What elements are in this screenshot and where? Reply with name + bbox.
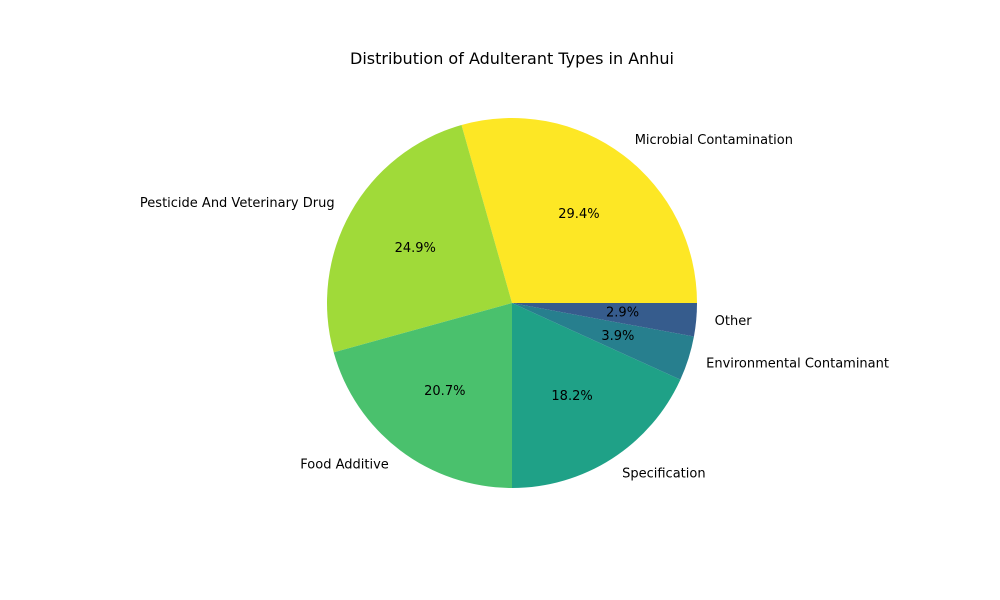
pct-label-environmental-contaminant: 3.9%: [601, 329, 634, 344]
pie-slice-other: [512, 303, 697, 337]
slice-label-food-additive: Food Additive: [300, 457, 389, 472]
slice-label-microbial-contamination: Microbial Contamination: [635, 133, 793, 148]
pie-slice-pesticide-and-veterinary-drug: [327, 125, 512, 353]
pct-label-pesticide-and-veterinary-drug: 24.9%: [395, 241, 436, 256]
slice-label-environmental-contaminant: Environmental Contaminant: [706, 357, 889, 372]
pie-slice-microbial-contamination: [461, 118, 697, 303]
pie-slices: [327, 118, 697, 488]
pct-label-other: 2.9%: [606, 306, 639, 321]
slice-label-other: Other: [715, 314, 753, 329]
chart-title: Distribution of Adulterant Types in Anhu…: [350, 49, 674, 68]
pct-label-food-additive: 20.7%: [424, 384, 465, 399]
slice-label-pesticide-and-veterinary-drug: Pesticide And Veterinary Drug: [140, 196, 335, 211]
pct-label-specification: 18.2%: [551, 389, 592, 404]
pie-slice-environmental-contaminant: [512, 303, 694, 380]
pie-slice-food-additive: [333, 303, 512, 488]
pie-slice-specification: [512, 303, 681, 488]
pie-labels: Microbial Contamination 29.4% Pesticide An…: [140, 133, 889, 481]
slice-label-specification: Specification: [622, 467, 705, 482]
pct-label-microbial-contamination: 29.4%: [558, 207, 599, 222]
